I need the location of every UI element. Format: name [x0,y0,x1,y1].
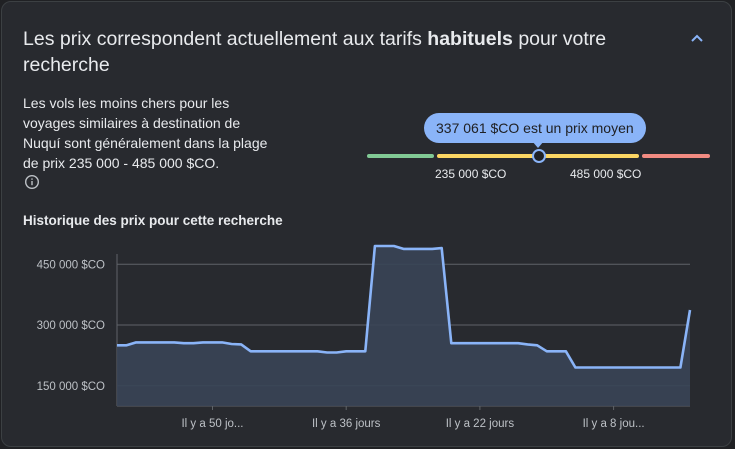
title-text: Les prix correspondent actuellement aux … [23,28,428,50]
x-tick-label: Il y a 36 jours [312,418,381,430]
y-tick-label: 300 000 $CO [37,320,105,332]
bubble-pointer [532,141,544,148]
price-range-indicator: 337 061 $CO est un prix moyen 235 000 $C… [367,112,713,192]
title-text-end: pour votre recherche [23,28,607,76]
x-tick-label: Il y a 50 jo... [181,418,243,430]
price-area [117,246,690,406]
x-tick-label: Il y a 8 jou... [583,418,645,430]
price-history-heading: Historique des prix pour cette recherche [23,213,283,228]
x-tick-label: Il y a 22 jours [446,418,515,430]
range-high-label: 485 000 $CO [570,167,642,181]
y-tick-label: 450 000 $CO [37,259,105,271]
title-emphasis: habituels [427,28,513,50]
current-price-marker [532,149,546,163]
y-tick-label: 150 000 $CO [37,381,105,393]
price-range-description: Les vols les moins chers pour les voyage… [23,95,268,171]
low-price-segment [367,154,434,158]
chevron-up-icon [691,34,703,42]
range-low-label: 235 000 $CO [435,167,507,181]
high-price-segment [642,154,710,158]
collapse-button[interactable] [686,28,708,50]
card-title: Les prix correspondent actuellement aux … [23,26,663,78]
info-icon[interactable] [24,174,40,190]
current-price-bubble: 337 061 $CO est un prix moyen [424,113,646,143]
